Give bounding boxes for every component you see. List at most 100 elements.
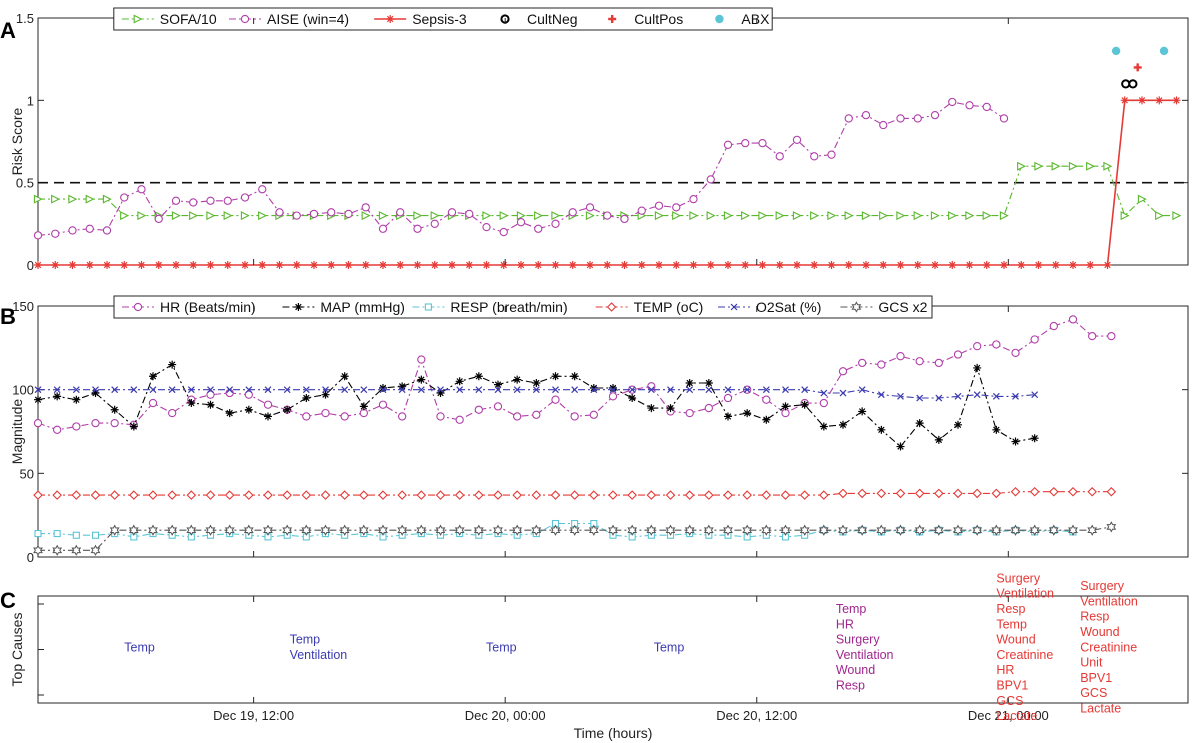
data-point: [341, 386, 349, 394]
data-point: [1103, 161, 1113, 171]
series-cultpos: [1133, 63, 1142, 72]
data-point: [493, 524, 503, 536]
data-point: [120, 193, 129, 202]
data-point: [1068, 486, 1078, 497]
data-point: [91, 418, 100, 428]
data-point: [762, 415, 771, 424]
data-point: [516, 218, 526, 227]
data-point: [301, 524, 312, 536]
data-point: [1017, 161, 1027, 171]
x-tick-label: Dec 19, 12:00: [213, 708, 294, 723]
data-point: [876, 488, 887, 499]
data-point: [534, 261, 543, 269]
data-point: [1030, 335, 1039, 344]
cause-label: Resp: [836, 679, 865, 693]
data-point: [1120, 96, 1129, 105]
data-point: [810, 211, 820, 221]
data-point: [244, 490, 254, 500]
data-point: [914, 524, 925, 536]
cause-label: Temp: [654, 640, 685, 654]
data-point: [724, 261, 732, 269]
data-point: [282, 524, 293, 536]
data-point: [1012, 392, 1019, 400]
data-point: [1103, 261, 1112, 269]
panel-letter: B: [0, 304, 16, 329]
data-point: [839, 420, 847, 429]
data-point: [1010, 486, 1021, 497]
legend-box: [113, 7, 773, 31]
data-point: [34, 261, 42, 269]
data-point: [465, 209, 474, 219]
y-tick-label: 0: [27, 550, 34, 565]
legend-marker: [133, 302, 143, 312]
data-point: [68, 261, 77, 269]
series-gcs-x2: [33, 521, 1117, 556]
data-point: [646, 524, 657, 536]
data-point: [482, 261, 491, 269]
y-tick-label: 150: [12, 299, 34, 314]
data-point: [588, 524, 599, 536]
data-point: [302, 412, 311, 421]
data-point: [608, 392, 618, 401]
data-point: [782, 386, 789, 394]
data-point: [1069, 261, 1077, 269]
data-point: [243, 524, 254, 536]
data-point: [933, 524, 944, 536]
x-tick-label: Dec 20, 12:00: [716, 708, 797, 723]
data-point: [71, 544, 82, 556]
data-point: [532, 378, 541, 387]
cause-annotation: Temp: [654, 640, 685, 654]
data-point: [551, 395, 560, 404]
data-point: [877, 360, 886, 369]
data-point: [53, 392, 62, 401]
cause-label: Temp: [996, 617, 1027, 631]
data-point: [340, 412, 349, 421]
data-point: [667, 386, 674, 394]
data-point: [531, 524, 542, 536]
data-point: [1111, 46, 1121, 56]
data-point: [359, 408, 368, 418]
data-point: [534, 224, 543, 233]
cause-label: Wound: [1080, 625, 1119, 639]
data-point: [1010, 524, 1021, 536]
data-point: [1120, 211, 1130, 221]
data-point: [241, 261, 249, 269]
data-point: [225, 409, 234, 418]
data-point: [761, 524, 772, 536]
data-point: [775, 211, 785, 221]
data-point: [378, 490, 388, 500]
data-point: [1137, 194, 1147, 204]
data-point: [34, 395, 42, 404]
data-point: [344, 261, 353, 269]
data-point: [1068, 315, 1078, 324]
data-point: [186, 490, 197, 500]
data-point: [244, 390, 253, 399]
data-point: [33, 544, 43, 556]
data-point: [916, 394, 924, 402]
data-point: [569, 490, 580, 500]
data-point: [603, 211, 612, 220]
data-point: [513, 386, 521, 394]
data-point: [275, 261, 284, 269]
data-point: [982, 102, 991, 112]
data-point: [416, 524, 427, 536]
cause-label: Temp: [486, 640, 517, 654]
data-point: [34, 530, 42, 538]
data-point: [224, 490, 235, 500]
legend-item: ABX: [715, 11, 770, 27]
legend-marker: [730, 303, 738, 311]
axes-box: [37, 595, 1189, 704]
data-point: [992, 340, 1001, 349]
data-point: [551, 372, 560, 381]
data-point: [672, 261, 681, 269]
data-point: [761, 490, 772, 500]
data-point: [857, 524, 868, 536]
data-point: [171, 211, 181, 221]
data-point: [706, 261, 715, 269]
data-point: [742, 524, 753, 536]
cause-label: Resp: [996, 602, 1025, 616]
data-point: [398, 382, 407, 391]
data-point: [413, 211, 423, 221]
data-point: [620, 214, 629, 224]
